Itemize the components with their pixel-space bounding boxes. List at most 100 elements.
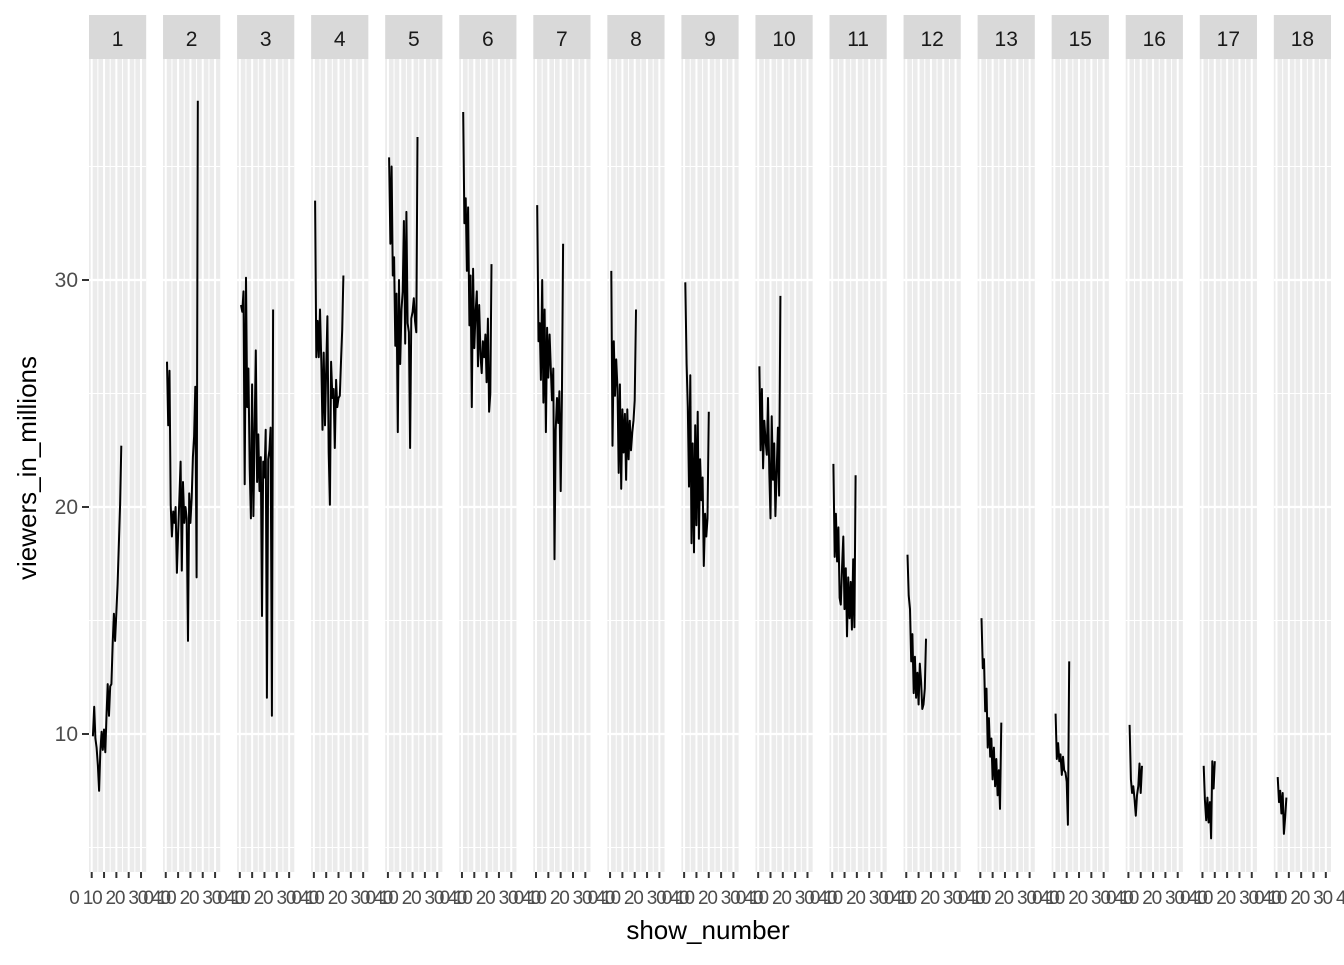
facet-strip <box>1125 15 1183 59</box>
facet-label: 6 <box>482 28 494 51</box>
series-line-season-16 <box>1128 724 1143 817</box>
series-line-season-9 <box>684 282 710 567</box>
facet-label: 16 <box>1143 28 1166 51</box>
panel-background <box>903 59 961 872</box>
panel-background <box>829 59 887 872</box>
facet-label: 4 <box>334 28 346 51</box>
facet-label: 11 <box>847 28 869 51</box>
facet-strip <box>385 15 443 59</box>
facet-panel-3: 3 0 10 20 30 40 <box>217 15 320 909</box>
facet-label: 3 <box>260 28 272 51</box>
facet-label: 18 <box>1291 28 1314 51</box>
facet-panel-17: 17 0 10 20 30 40 <box>1180 15 1282 909</box>
facet-strip <box>829 15 887 59</box>
x-tick-labels: 0 10 20 30 40 <box>1180 888 1281 909</box>
x-tick-labels: 0 10 20 30 40 <box>440 888 541 909</box>
facet-panel-8: 8 0 10 20 30 40 <box>588 15 690 909</box>
x-tick-labels: 0 10 20 30 40 <box>143 888 244 909</box>
facet-strip <box>237 15 295 59</box>
facet-strip <box>977 15 1035 59</box>
x-tick-labels: 0 10 20 30 40 <box>365 888 466 909</box>
x-tick-labels: 0 10 20 30 40 <box>69 888 170 909</box>
facet-panel-15: 15 0 10 20 30 40 <box>1032 15 1134 909</box>
panels-layer: 1 0 10 20 30 40 2 0 10 20 30 40 3 0 10 20 30 … <box>69 15 1344 909</box>
x-tick-labels: 0 10 20 30 40 <box>810 888 911 909</box>
facet-strip <box>755 15 813 59</box>
facet-label: 1 <box>112 28 124 51</box>
panel-background <box>607 59 665 872</box>
facet-label: 12 <box>920 28 943 51</box>
facet-strip <box>89 15 147 59</box>
facet-panel-4: 4 0 10 20 30 40 <box>291 15 394 909</box>
series-line-season-18 <box>1276 777 1288 835</box>
series-line-season-4 <box>314 200 345 506</box>
x-tick-labels: 0 10 20 30 40 <box>1106 888 1207 909</box>
facet-label: 2 <box>186 28 198 51</box>
y-axis: 10 20 30 <box>55 269 89 746</box>
facet-label: 8 <box>630 28 642 51</box>
y-axis-title: viewers_in_millions <box>12 356 42 580</box>
x-tick-labels: 0 10 20 30 40 <box>291 888 392 909</box>
y-tick-label: 10 <box>55 723 78 746</box>
series-line-season-3 <box>240 276 275 717</box>
series-line-season-5 <box>388 136 419 449</box>
panel-background <box>459 59 517 872</box>
panel-background <box>385 59 443 872</box>
facet-panel-18: 18 0 10 20 30 40 <box>1254 15 1344 909</box>
series-line-season-13 <box>980 618 1003 810</box>
y-tick-label: 20 <box>55 496 78 519</box>
facet-panel-9: 9 0 10 20 30 40 <box>662 15 764 909</box>
x-tick-labels: 0 10 20 30 40 <box>662 888 763 909</box>
panel-background <box>755 59 813 872</box>
facet-strip <box>163 15 221 59</box>
x-axis-title: show_number <box>626 915 790 945</box>
panel-background <box>311 59 369 872</box>
facet-strip <box>459 15 517 59</box>
x-tick-labels: 0 10 20 30 40 <box>588 888 689 909</box>
facet-panel-7: 7 0 10 20 30 40 <box>514 15 616 909</box>
facet-label: 15 <box>1069 28 1092 51</box>
facet-panel-5: 5 0 10 20 30 40 <box>365 15 468 909</box>
x-tick-labels: 0 10 20 30 40 <box>1032 888 1133 909</box>
x-tick-labels: 0 10 20 30 40 <box>736 888 837 909</box>
facet-panel-13: 13 0 10 20 30 40 <box>958 15 1060 909</box>
series-line-season-1 <box>91 445 123 792</box>
series-line-season-15 <box>1054 661 1071 826</box>
series-line-season-12 <box>906 554 927 710</box>
panel-background <box>1051 59 1109 872</box>
x-tick-labels: 0 10 20 30 40 <box>217 888 318 909</box>
series-line-season-10 <box>758 295 782 520</box>
facet-label: 7 <box>556 28 568 51</box>
facet-strip <box>1051 15 1109 59</box>
x-tick-labels: 0 10 20 30 40 <box>1254 888 1344 909</box>
facet-strip <box>607 15 665 59</box>
series-line-season-17 <box>1202 760 1216 840</box>
facet-panel-6: 6 0 10 20 30 40 <box>440 15 542 909</box>
panel-background <box>1273 59 1331 872</box>
facet-strip <box>681 15 739 59</box>
x-tick-labels: 0 10 20 30 40 <box>514 888 615 909</box>
facet-panel-12: 12 0 10 20 30 40 <box>884 15 986 909</box>
panel-background <box>1199 59 1257 872</box>
series-line-season-2 <box>166 100 199 642</box>
x-tick-labels: 0 10 20 30 40 <box>958 888 1059 909</box>
facet-strip <box>533 15 591 59</box>
facet-strip <box>1199 15 1257 59</box>
facet-panel-10: 10 0 10 20 30 40 <box>736 15 838 909</box>
facet-label: 5 <box>408 28 420 51</box>
y-tick-label: 30 <box>55 269 78 292</box>
facet-label: 17 <box>1217 28 1240 51</box>
facet-panel-2: 2 0 10 20 30 40 <box>143 15 246 909</box>
panel-background <box>1125 59 1183 872</box>
facet-strip <box>311 15 369 59</box>
facet-panel-11: 11 0 10 20 30 40 <box>810 15 912 909</box>
series-line-season-8 <box>610 270 637 490</box>
facet-panel-1: 1 0 10 20 30 40 <box>69 15 172 909</box>
facet-strip <box>903 15 961 59</box>
panel-background <box>163 59 221 872</box>
series-line-season-11 <box>832 463 857 638</box>
series-line-season-6 <box>462 111 493 413</box>
x-tick-labels: 0 10 20 30 40 <box>884 888 985 909</box>
